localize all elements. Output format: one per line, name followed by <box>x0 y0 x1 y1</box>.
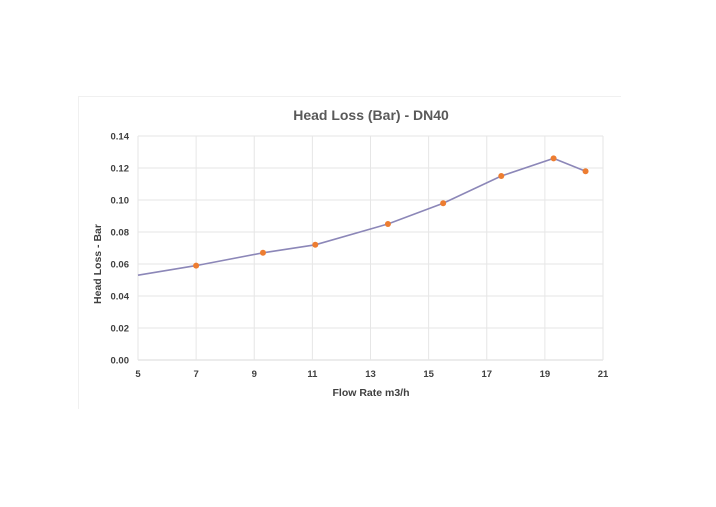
series-line <box>137 157 586 276</box>
data-series <box>137 155 589 276</box>
y-tick-label: 0.04 <box>111 292 130 303</box>
data-point <box>550 155 557 162</box>
grid <box>137 135 604 361</box>
x-tick-label: 5 <box>135 369 141 380</box>
x-tick-label: 7 <box>193 369 198 380</box>
data-point <box>582 168 589 175</box>
x-tick-label: 13 <box>365 369 376 380</box>
x-tick-label: 17 <box>481 369 492 380</box>
data-point <box>440 200 447 207</box>
tick-labels: 0.00 0.02 0.04 0.06 0.08 0.10 0.12 0.14 5 7 9 11 13 1… <box>111 132 609 381</box>
x-axis-label: Flow Rate m3/h <box>332 387 409 399</box>
y-tick-label: 0.00 <box>111 356 130 367</box>
x-tick-label: 9 <box>252 369 257 380</box>
data-point <box>193 262 200 269</box>
x-tick-label: 19 <box>540 369 551 380</box>
x-tick-label: 21 <box>598 369 609 380</box>
y-tick-label: 0.10 <box>111 196 130 207</box>
y-tick-label: 0.12 <box>111 164 130 175</box>
y-tick-label: 0.06 <box>111 260 130 271</box>
y-axis-label: Head Loss - Bar <box>92 224 104 304</box>
data-point <box>259 249 266 256</box>
x-tick-label: 15 <box>423 369 434 380</box>
y-tick-label: 0.08 <box>111 228 130 239</box>
x-tick-label: 11 <box>307 369 318 380</box>
data-point <box>498 173 505 179</box>
data-point <box>384 221 391 227</box>
chart-frame: Head Loss (Bar) - DN40 0.00 0.02 0.04 0.06 0… <box>78 96 621 409</box>
chart-title: Head Loss (Bar) - DN40 <box>293 107 449 123</box>
y-tick-label: 0.02 <box>111 324 130 335</box>
head-loss-chart: Head Loss (Bar) - DN40 0.000.020.040.060… <box>92 107 609 399</box>
data-point <box>312 241 319 248</box>
y-tick-label: 0.14 <box>111 132 130 143</box>
